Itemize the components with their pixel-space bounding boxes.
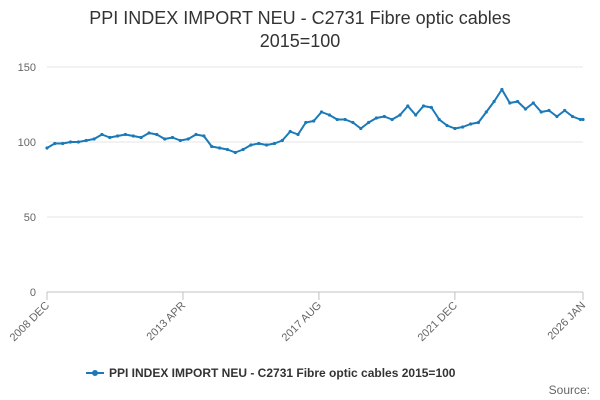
data-point — [272, 141, 277, 146]
data-point — [578, 117, 583, 122]
data-point — [319, 110, 324, 114]
data-point — [312, 119, 316, 123]
data-point — [76, 140, 80, 144]
legend-marker-icon — [92, 370, 98, 376]
data-point — [437, 117, 441, 122]
data-point — [327, 113, 331, 117]
y-axis: 0 50 100 150 — [18, 62, 36, 299]
data-point — [563, 108, 567, 113]
data-point — [186, 137, 190, 141]
legend[interactable]: PPI INDEX IMPORT NEU - C2731 Fibre optic… — [86, 366, 456, 380]
data-point — [53, 141, 57, 146]
data-point — [288, 129, 292, 134]
data-point — [163, 137, 167, 141]
data-point — [390, 117, 394, 122]
series-line — [46, 88, 583, 154]
data-point — [296, 132, 300, 137]
data-point — [414, 113, 418, 117]
data-point — [265, 143, 269, 147]
data-point — [398, 113, 402, 117]
data-point — [170, 135, 175, 140]
chart-title-line-1: PPI INDEX IMPORT NEU - C2731 Fibre optic… — [89, 8, 510, 28]
gridlines — [47, 66, 583, 218]
data-point — [570, 114, 575, 119]
data-point — [116, 134, 120, 138]
y-tick-label: 100 — [18, 137, 36, 149]
data-point — [225, 147, 229, 152]
data-point — [429, 105, 433, 110]
data-point — [516, 99, 520, 104]
chart-title-line-2: 2015=100 — [260, 31, 341, 51]
x-tick-label: 2008 DEC — [8, 300, 52, 344]
data-point — [382, 114, 386, 119]
data-point — [547, 108, 551, 113]
data-point — [233, 150, 237, 155]
data-point — [280, 138, 284, 143]
data-point — [343, 117, 347, 122]
data-point — [139, 135, 143, 140]
data-point — [84, 138, 88, 143]
data-point — [469, 122, 473, 126]
data-point — [492, 99, 496, 104]
data-point — [61, 141, 65, 146]
x-tick-label: 2013 APR — [145, 300, 189, 344]
x-tick-label: 2026 JAN — [545, 300, 588, 343]
data-point — [367, 120, 371, 125]
y-tick-label: 150 — [18, 62, 36, 74]
data-point — [210, 144, 214, 149]
data-point — [374, 116, 378, 120]
data-point — [539, 110, 543, 114]
data-point — [421, 104, 426, 108]
data-point — [531, 101, 535, 105]
data-point — [108, 135, 112, 140]
x-tick-label: 2021 DEC — [416, 300, 460, 344]
data-point — [500, 87, 504, 92]
data-point — [461, 125, 465, 129]
x-tick-label: 2017 AUG — [280, 300, 324, 344]
data-point — [202, 134, 206, 138]
data-point — [147, 131, 151, 135]
x-axis: 2008 DEC 2013 APR 2017 AUG 2021 DEC 2026 JAN — [8, 291, 588, 344]
data-point — [194, 132, 198, 137]
data-point — [445, 123, 449, 128]
data-point — [351, 120, 355, 125]
legend-label[interactable]: PPI INDEX IMPORT NEU - C2731 Fibre optic… — [109, 366, 456, 380]
data-point — [68, 140, 73, 144]
data-point — [45, 146, 49, 150]
data-point — [406, 104, 410, 108]
data-point — [155, 132, 159, 137]
data-point — [581, 117, 585, 122]
data-point — [100, 132, 104, 137]
source-label: Source: — [549, 383, 590, 397]
data-point — [555, 114, 559, 119]
chart-title: PPI INDEX IMPORT NEU - C2731 Fibre optic… — [89, 8, 510, 51]
data-point — [335, 117, 339, 122]
data-point — [523, 107, 528, 111]
data-point — [123, 132, 127, 137]
data-point — [453, 126, 457, 131]
data-point — [508, 101, 512, 105]
y-tick-label: 0 — [30, 287, 36, 299]
data-point — [218, 146, 222, 150]
data-point — [304, 120, 308, 125]
data-point — [241, 147, 245, 152]
data-point — [476, 120, 480, 125]
y-tick-label: 50 — [24, 212, 36, 224]
data-point — [131, 134, 135, 138]
data-point — [178, 138, 182, 143]
data-point — [257, 141, 261, 146]
data-point — [92, 137, 96, 141]
series-group — [45, 87, 585, 155]
data-point — [249, 143, 253, 147]
data-point — [359, 126, 363, 131]
data-point — [484, 110, 488, 114]
